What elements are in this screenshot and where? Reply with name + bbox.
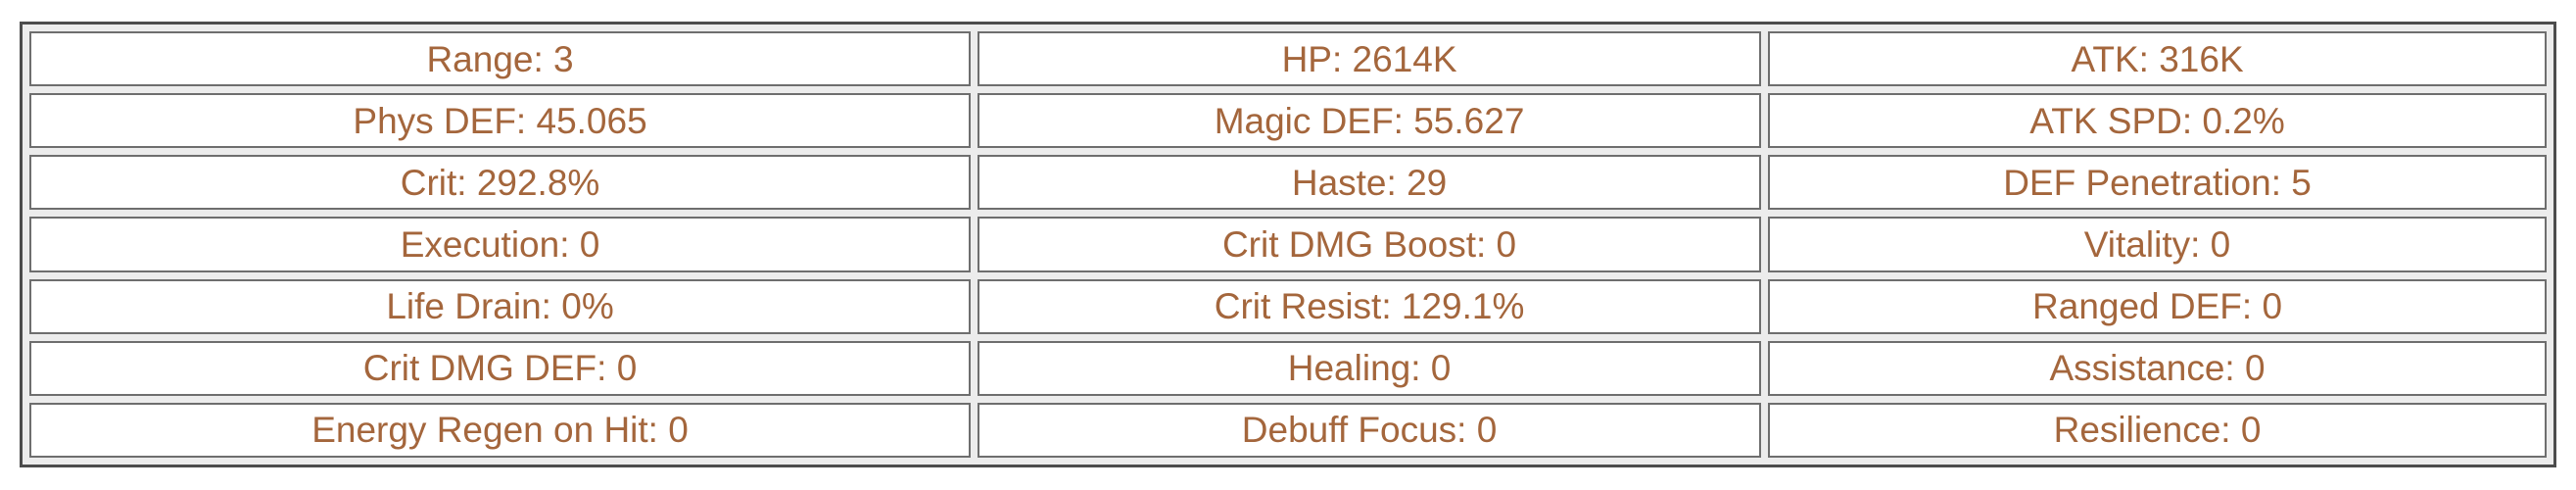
stat-cell-assistance: Assistance: 0 [1768, 340, 2547, 396]
table-row: Crit DMG DEF: 0 Healing: 0 Assistance: 0 [29, 340, 2547, 396]
stat-cell-resilience: Resilience: 0 [1768, 402, 2547, 458]
stat-cell-debuff-focus: Debuff Focus: 0 [978, 402, 1762, 458]
table-row: Range: 3 HP: 2614K ATK: 316K [29, 31, 2547, 87]
stat-cell-crit-resist: Crit Resist: 129.1% [978, 278, 1762, 334]
table-row: Crit: 292.8% Haste: 29 DEF Penetration: … [29, 155, 2547, 211]
stats-table: Range: 3 HP: 2614K ATK: 316K Phys DEF: 4… [20, 22, 2556, 467]
table-row: Life Drain: 0% Crit Resist: 129.1% Range… [29, 278, 2547, 334]
stat-cell-vitality: Vitality: 0 [1768, 217, 2547, 272]
stat-cell-phys-def: Phys DEF: 45.065 [29, 93, 972, 149]
stat-cell-range: Range: 3 [29, 31, 972, 87]
stat-cell-hp: HP: 2614K [978, 31, 1762, 87]
stat-cell-magic-def: Magic DEF: 55.627 [978, 93, 1762, 149]
stat-cell-ranged-def: Ranged DEF: 0 [1768, 278, 2547, 334]
stat-cell-crit-dmg-boost: Crit DMG Boost: 0 [978, 217, 1762, 272]
stat-cell-healing: Healing: 0 [978, 340, 1762, 396]
stat-cell-crit-dmg-def: Crit DMG DEF: 0 [29, 340, 972, 396]
stat-cell-execution: Execution: 0 [29, 217, 972, 272]
table-row: Phys DEF: 45.065 Magic DEF: 55.627 ATK S… [29, 93, 2547, 149]
stat-cell-crit: Crit: 292.8% [29, 155, 972, 211]
stat-cell-atk-spd: ATK SPD: 0.2% [1768, 93, 2547, 149]
table-row: Energy Regen on Hit: 0 Debuff Focus: 0 R… [29, 402, 2547, 458]
stat-cell-energy-regen-on-hit: Energy Regen on Hit: 0 [29, 402, 972, 458]
table-row: Execution: 0 Crit DMG Boost: 0 Vitality:… [29, 217, 2547, 272]
stat-cell-def-penetration: DEF Penetration: 5 [1768, 155, 2547, 211]
stat-cell-atk: ATK: 316K [1768, 31, 2547, 87]
stat-cell-life-drain: Life Drain: 0% [29, 278, 972, 334]
stat-cell-haste: Haste: 29 [978, 155, 1762, 211]
